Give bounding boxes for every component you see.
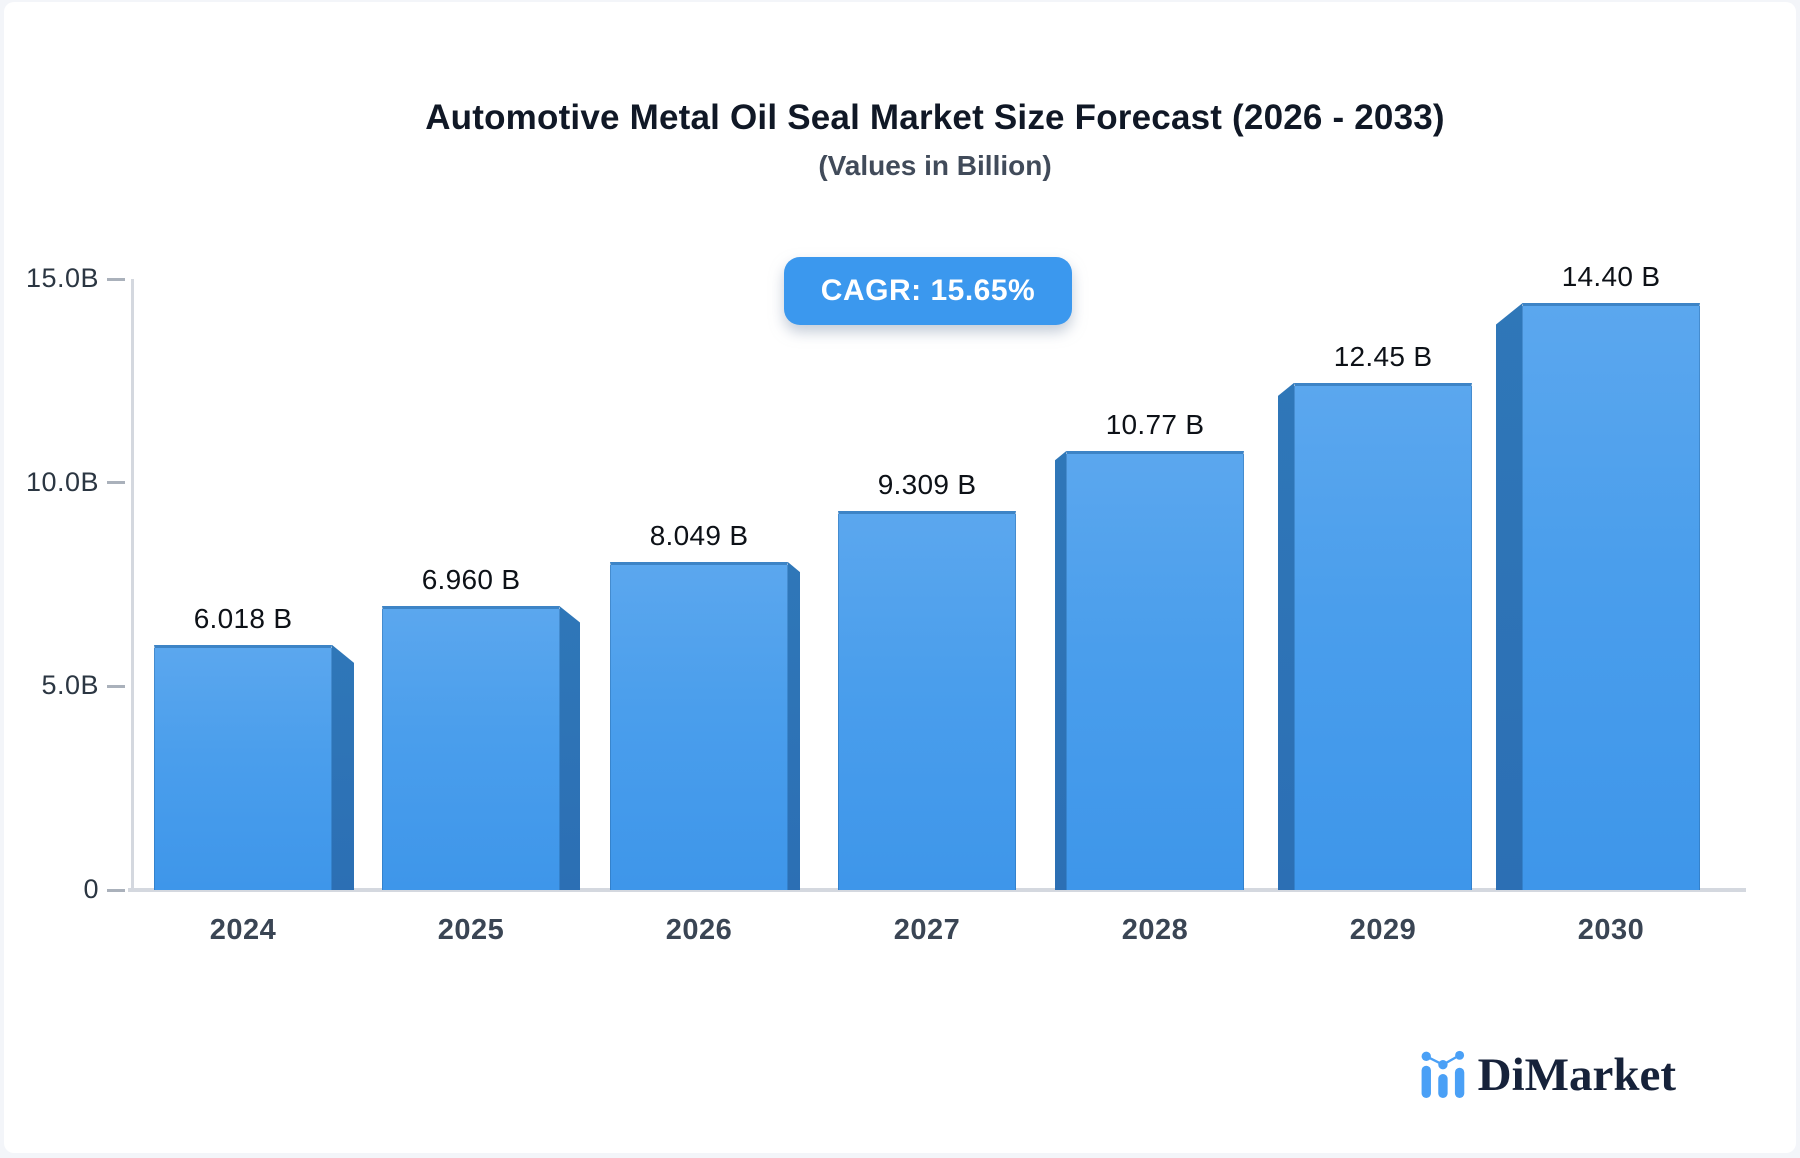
cagr-badge: CAGR: 15.65%: [784, 257, 1072, 325]
bar-side-face: [1496, 303, 1522, 890]
brand-name: DiMarket: [1477, 1049, 1676, 1102]
bar-side-face: [1278, 382, 1294, 890]
x-tick-label: 2026: [665, 914, 733, 946]
x-tick-label: 2024: [209, 914, 277, 946]
y-tick-label: 10.0B: [25, 466, 99, 497]
bar-2028: [1066, 451, 1244, 890]
bar-value-label: 6.960 B: [421, 564, 521, 596]
chart-card: Automotive Metal Oil Seal Market Size Fo…: [4, 2, 1796, 1153]
y-tick-label: 0: [83, 874, 99, 904]
x-tick-label: 2030: [1577, 914, 1645, 946]
x-tick-label: 2027: [893, 914, 961, 946]
x-tick-label: 2029: [1349, 914, 1417, 946]
bar-2030: [1522, 303, 1700, 890]
x-axis-line: [128, 888, 1746, 892]
bar-2027: [838, 510, 1016, 890]
bar-2026: [610, 562, 788, 890]
bar-side-face: [788, 562, 800, 890]
bar-2024: [154, 644, 332, 890]
bar-2025: [382, 606, 560, 890]
y-axis-line: [131, 279, 134, 890]
bar-value-label: 8.049 B: [649, 520, 749, 552]
brand-logo: DiMarket: [1421, 1048, 1676, 1102]
y-tick-dash: [107, 684, 125, 688]
bar-2029: [1294, 382, 1472, 890]
x-tick-label: 2025: [437, 914, 505, 946]
bar-side-face: [1055, 451, 1066, 890]
bar-value-label: 14.40 B: [1561, 261, 1661, 293]
bar-side-face: [332, 644, 354, 890]
y-tick-dash: [107, 888, 125, 892]
bar-value-label: 12.45 B: [1333, 340, 1433, 372]
bar-chart-logo-icon: [1421, 1050, 1464, 1098]
y-tick-label: 5.0B: [41, 670, 99, 701]
bar-value-label: 6.018 B: [193, 602, 293, 634]
y-tick-dash: [107, 277, 125, 281]
y-tick-dash: [107, 481, 125, 485]
chart-title: Automotive Metal Oil Seal Market Size Fo…: [425, 98, 1445, 137]
bar-side-face: [560, 606, 580, 890]
bar-chart: 15.0B 10.0B 5.0B 0 6.018 B 2024 6.960 B 2025 8.0…: [4, 2, 1800, 1158]
bar-value-label: 10.77 B: [1105, 409, 1205, 441]
bar-value-label: 9.309 B: [877, 468, 977, 500]
x-tick-label: 2028: [1121, 914, 1189, 946]
chart-subtitle: (Values in Billion): [818, 150, 1052, 181]
y-tick-label: 15.0B: [25, 263, 99, 293]
